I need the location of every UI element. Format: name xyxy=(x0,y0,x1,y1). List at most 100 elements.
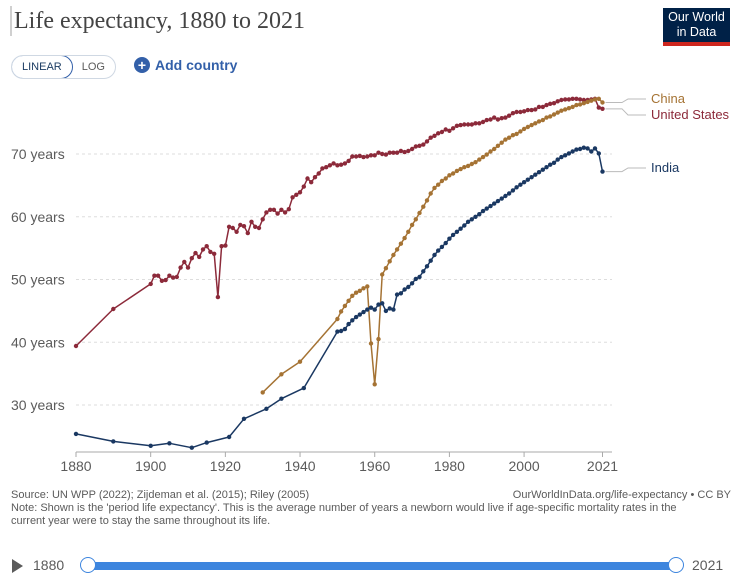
data-point-united-states xyxy=(540,104,545,110)
data-point-united-states xyxy=(294,192,299,197)
play-icon[interactable] xyxy=(12,559,23,573)
data-point-united-states xyxy=(241,224,247,229)
data-point-china xyxy=(544,115,549,120)
add-country-button[interactable]: + Add country xyxy=(134,57,237,73)
data-point-china xyxy=(372,382,377,387)
data-point-united-states xyxy=(462,122,467,127)
data-point-china xyxy=(424,198,430,203)
data-point-united-states xyxy=(204,244,209,249)
data-point-china xyxy=(279,372,284,377)
data-point-united-states xyxy=(477,121,482,126)
timeline-start-handle[interactable] xyxy=(80,557,96,573)
data-point-united-states xyxy=(346,158,351,164)
chart-title: Life expectancy, 1880 to 2021 xyxy=(10,6,305,36)
y-tick-label: 30 years xyxy=(11,397,65,413)
data-point-united-states xyxy=(514,109,519,115)
source-link[interactable]: OurWorldInData.org/life-expectancy • CC … xyxy=(512,489,731,501)
data-point-india xyxy=(391,307,396,312)
timeline: 1880 2021 xyxy=(0,552,741,580)
data-point-china xyxy=(406,229,411,234)
data-point-united-states xyxy=(551,101,557,106)
data-point-india xyxy=(383,308,389,314)
data-point-india xyxy=(581,145,586,150)
data-point-united-states xyxy=(338,162,344,167)
data-point-united-states xyxy=(492,115,497,120)
data-point-united-states xyxy=(450,126,456,131)
x-tick-label: 1900 xyxy=(135,458,166,474)
data-point-india xyxy=(204,440,209,445)
series-label-united-states: United States xyxy=(651,107,730,122)
data-point-united-states xyxy=(327,163,333,168)
data-point-india xyxy=(167,441,172,446)
data-point-india xyxy=(335,329,340,334)
data-point-united-states xyxy=(391,150,396,155)
data-point-india xyxy=(432,252,437,258)
data-point-united-states xyxy=(350,154,355,159)
data-point-china xyxy=(443,176,448,181)
data-point-china xyxy=(402,235,407,241)
data-point-united-states xyxy=(488,117,493,122)
data-point-india xyxy=(548,162,553,167)
data-point-china xyxy=(380,272,385,277)
timeline-end-handle[interactable] xyxy=(668,557,684,573)
data-point-china xyxy=(514,131,519,137)
data-point-india xyxy=(462,223,467,228)
data-point-united-states xyxy=(282,210,288,215)
data-point-united-states xyxy=(529,107,534,113)
data-point-united-states xyxy=(260,217,265,222)
data-point-united-states xyxy=(495,117,501,122)
data-point-china xyxy=(357,288,362,293)
label-connector-united-states xyxy=(605,108,646,116)
data-point-china xyxy=(533,121,538,126)
log-scale-button[interactable]: LOG xyxy=(81,61,105,73)
data-point-india xyxy=(533,172,538,177)
data-point-india xyxy=(279,396,284,401)
data-point-china xyxy=(421,204,426,209)
data-point-united-states xyxy=(563,97,568,102)
label-connector-china xyxy=(605,98,646,104)
data-point-china xyxy=(350,293,355,298)
data-point-india xyxy=(577,146,583,152)
data-point-india xyxy=(376,302,381,307)
data-point-china xyxy=(592,97,598,102)
data-point-united-states xyxy=(510,111,516,116)
scale-toggle: LINEAR LOG xyxy=(11,55,116,79)
data-point-india xyxy=(544,165,549,170)
data-point-united-states xyxy=(219,244,224,249)
data-point-united-states xyxy=(484,117,489,123)
data-point-india xyxy=(592,146,598,151)
timeline-end-label: 2021 xyxy=(692,557,724,573)
data-point-india xyxy=(338,328,344,334)
data-point-china xyxy=(581,101,586,106)
data-point-china xyxy=(510,133,516,138)
x-tick-label: 1880 xyxy=(60,458,91,474)
series-line-united-states xyxy=(75,98,603,347)
data-point-united-states xyxy=(566,97,572,102)
data-point-china xyxy=(458,166,463,172)
data-point-united-states xyxy=(458,122,463,128)
data-point-china xyxy=(335,316,340,322)
data-point-united-states xyxy=(182,259,187,265)
owid-logo[interactable]: Our World in Data xyxy=(663,8,730,46)
data-point-united-states xyxy=(383,152,389,157)
data-point-india xyxy=(477,212,482,217)
data-point-india xyxy=(574,147,579,152)
y-tick-label: 70 years xyxy=(11,146,65,162)
data-point-united-states xyxy=(197,254,202,260)
data-point-india xyxy=(480,208,486,214)
data-point-united-states xyxy=(436,131,441,136)
series-label-india: India xyxy=(651,160,680,175)
data-point-united-states xyxy=(193,250,198,256)
data-point-united-states xyxy=(152,273,157,278)
data-point-united-states xyxy=(387,150,392,155)
data-point-china xyxy=(473,160,478,165)
data-point-united-states xyxy=(324,165,329,170)
data-point-india xyxy=(492,201,497,206)
data-point-china xyxy=(394,247,400,252)
linear-scale-button[interactable]: LINEAR xyxy=(11,56,73,78)
data-point-india xyxy=(436,248,441,253)
data-point-china xyxy=(428,191,433,196)
timeline-track[interactable] xyxy=(88,562,676,570)
data-point-united-states xyxy=(454,123,460,128)
data-point-united-states xyxy=(421,142,426,147)
